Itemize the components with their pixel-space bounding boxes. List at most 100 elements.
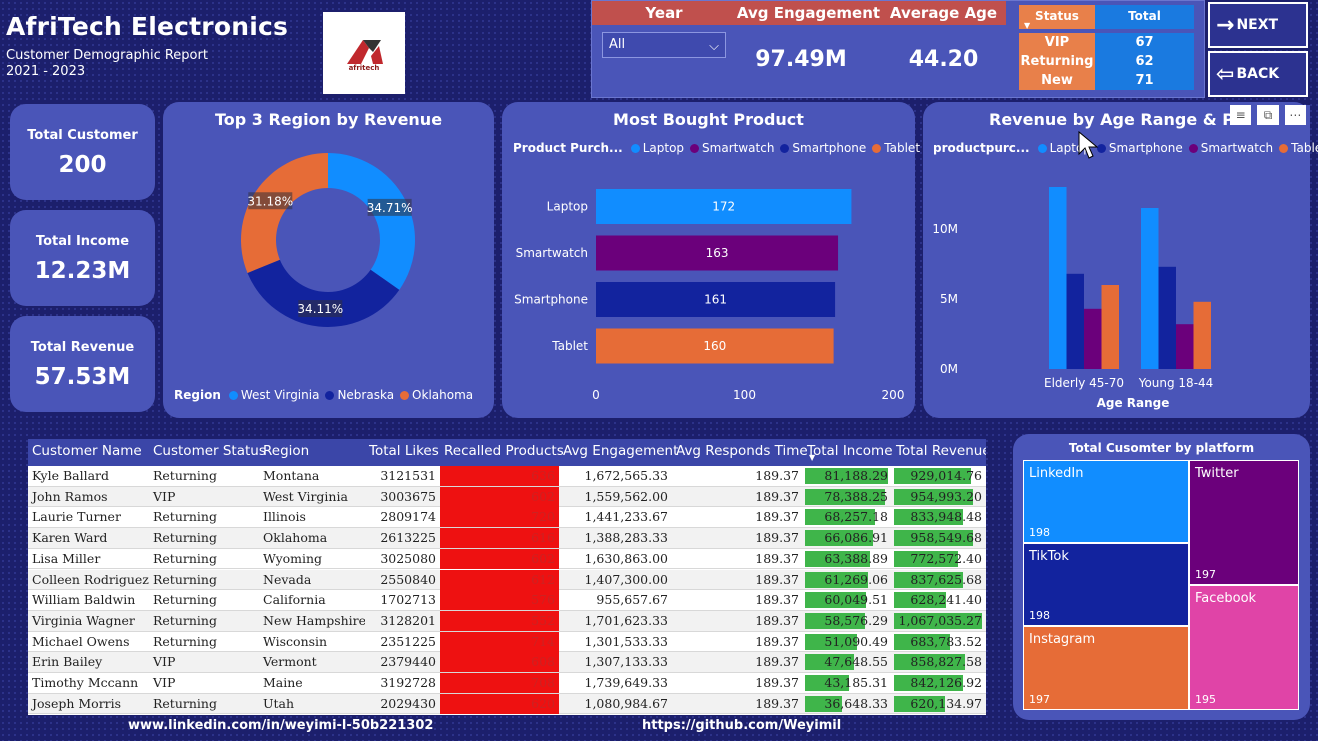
table-row[interactable]: William Baldwin Returning California 170271… — [28, 590, 986, 611]
data-label: 34.71% — [367, 201, 413, 215]
cell-status: Returning — [153, 468, 217, 483]
data-bar — [805, 654, 854, 671]
tile-label: Twitter — [1195, 466, 1239, 481]
cell-text: 842,126.92 — [910, 675, 982, 690]
column-header-total-likes[interactable]: Total Likes — [369, 443, 439, 459]
platform-treemap-card: Total Cusomter by platform LinkedIn 198 … — [1013, 434, 1310, 720]
cell-region: Wyoming — [263, 550, 323, 566]
treemap-tile-facebook[interactable]: Facebook 195 — [1189, 585, 1299, 710]
cell-likes: 2029430 — [380, 695, 436, 711]
cell-recalled: 612 — [440, 569, 559, 590]
cell-revenue: 842,126.92 — [892, 673, 986, 693]
data-label: 160 — [703, 339, 726, 353]
filter-icon[interactable]: ≡ — [1230, 105, 1252, 125]
data-bar — [894, 509, 963, 526]
back-button[interactable]: ⇦ BACK — [1208, 51, 1308, 97]
column-header-region[interactable]: Region — [263, 443, 310, 459]
cell-likes: 3121531 — [380, 468, 436, 483]
table-row[interactable]: Erin Bailey VIP Vermont 2379440 608 1,307,133… — [28, 652, 986, 673]
cell-region: Maine — [263, 675, 303, 690]
bar-smartphone — [596, 282, 836, 317]
cell-region: Wisconsin — [263, 633, 328, 649]
data-bar — [805, 468, 888, 484]
cell-text: 78,388.25 — [824, 488, 888, 504]
age-revenue-card: Revenue by Age Range & Product ≡ ⧉ ⋯ pro… — [923, 102, 1318, 418]
cell-status: Returning — [153, 509, 217, 525]
treemap-tile-tiktok[interactable]: TikTok 198 — [1023, 543, 1189, 626]
more-options-icon[interactable]: ⋯ — [1284, 105, 1306, 125]
table-row[interactable]: Karen Ward Returning Oklahoma 2613225 616 1,3… — [28, 528, 986, 549]
legend-item[interactable]: Smartphone — [792, 141, 867, 155]
x-tick-label: 200 — [882, 388, 905, 402]
legend-item[interactable]: Laptop — [642, 141, 685, 155]
data-bar — [805, 488, 885, 505]
legend-dot — [325, 390, 335, 400]
focus-mode-icon[interactable]: ⧉ — [1257, 105, 1279, 125]
legend-item[interactable]: Oklahoma — [412, 388, 474, 402]
cell-resp: 189.37 — [755, 592, 799, 608]
legend-item[interactable]: Tablet — [884, 141, 921, 155]
x-tick-label: 100 — [733, 388, 756, 402]
cell-recalled: 720 — [440, 507, 559, 528]
data-bar — [805, 612, 865, 629]
cell-revenue: 683,783.52 — [892, 632, 986, 652]
legend-item[interactable]: Smartwatch — [702, 141, 775, 155]
cell-text: 929,014.76 — [910, 468, 982, 483]
legend-item[interactable]: Nebraska — [337, 388, 395, 402]
legend-item[interactable]: Tablet — [1291, 141, 1318, 155]
cell-name: William Baldwin — [32, 592, 136, 608]
treemap-tile-instagram[interactable]: Instagram 197 — [1023, 626, 1189, 710]
column-smartwatch — [1176, 324, 1194, 369]
github-link[interactable]: https://github.com/Weyimil — [642, 718, 842, 733]
cell-eng: 1,441,233.67 — [584, 509, 669, 525]
table-row[interactable]: Timothy Mccann VIP Maine 3192728 708 1,739,64… — [28, 673, 986, 694]
cell-status: Returning — [153, 695, 217, 711]
treemap-tile-twitter[interactable]: Twitter 197 — [1189, 460, 1299, 585]
table-row[interactable]: Lisa Miller Returning Wyoming 3025080 602 1,6… — [28, 548, 986, 570]
table-row[interactable]: Colleen Rodriguez Returning Nevada 2550840 6… — [28, 569, 986, 591]
cell-eng: 1,630,863.00 — [584, 550, 669, 566]
status-header-label: Status — [1035, 9, 1079, 23]
column-chart: 0M 5M 10M Elderly 45-70 Young 18-44 Age Range — [932, 187, 1213, 410]
table-row[interactable]: Laurie Turner Returning Illinois 2809174 720… — [28, 507, 986, 529]
report-title: AfriTech Electronics — [6, 12, 289, 41]
logo-mark-icon — [347, 40, 383, 64]
cell-resp: 189.37 — [755, 675, 799, 690]
total-customer-column-header[interactable]: Total Customer — [1095, 5, 1194, 45]
category-label: Laptop — [547, 200, 588, 214]
year-dropdown[interactable]: All ⌵ — [602, 32, 726, 58]
cell-name: Laurie Turner — [32, 509, 121, 525]
cell-eng: 1,739,649.33 — [584, 675, 669, 690]
cell-text: 833,948.48 — [910, 509, 982, 525]
column-header-recalled-products[interactable]: Recalled Products — [444, 443, 564, 459]
cell-name: Kyle Ballard — [32, 468, 110, 483]
status-table: Status ▼ Total Customer VIP 67 Returning… — [1019, 5, 1194, 91]
linkedin-link[interactable]: www.linkedin.com/in/weyimi-l-50b221302 — [128, 718, 434, 733]
kpi-total-income: Total Income 12.23M — [10, 210, 155, 306]
cell-name: Colleen Rodriguez — [32, 571, 149, 587]
column-header-total-revenue[interactable]: Total Revenue — [896, 443, 986, 459]
next-button[interactable]: → NEXT — [1208, 2, 1308, 48]
data-bar — [894, 675, 963, 691]
column-header-total-income[interactable]: Total Income — [807, 443, 893, 459]
legend-item[interactable]: Smartphone — [1108, 141, 1183, 155]
table-row[interactable]: Michael Owens Returning Wisconsin 2351225 71… — [28, 631, 986, 653]
legend-item[interactable]: Smartwatch — [1200, 141, 1274, 155]
table-row[interactable]: John Ramos VIP West Virginia 3003675 602 1,55… — [28, 486, 986, 508]
cell-region: Oklahoma — [263, 530, 328, 546]
table-row[interactable]: Joseph Morris Returning Utah 2029430 620 1,08… — [28, 693, 986, 715]
legend-item[interactable]: West Virginia — [240, 388, 320, 402]
sort-descending-icon: ▼ — [809, 453, 816, 462]
column-header-avg-engagement[interactable]: Avg Engagement — [563, 443, 679, 459]
table-row[interactable]: Virginia Wagner Returning New Hampshire 312… — [28, 610, 986, 632]
bar-laptop — [596, 189, 852, 224]
status-column-header[interactable]: Status ▼ — [1019, 5, 1095, 30]
table-row[interactable]: Kyle Ballard Returning Montana 3121531 636 1,… — [28, 466, 986, 487]
column-header-customer-name[interactable]: Customer Name — [32, 443, 142, 459]
column-header-customer-status[interactable]: Customer Status — [153, 443, 266, 459]
treemap-tile-linkedin[interactable]: LinkedIn 198 — [1023, 460, 1189, 543]
cell-likes: 2379440 — [380, 654, 436, 670]
column-smartphone — [1158, 266, 1176, 369]
cell-name: Joseph Morris — [32, 695, 122, 711]
column-header-avg-responds-time[interactable]: Avg Responds Time — [676, 443, 808, 459]
